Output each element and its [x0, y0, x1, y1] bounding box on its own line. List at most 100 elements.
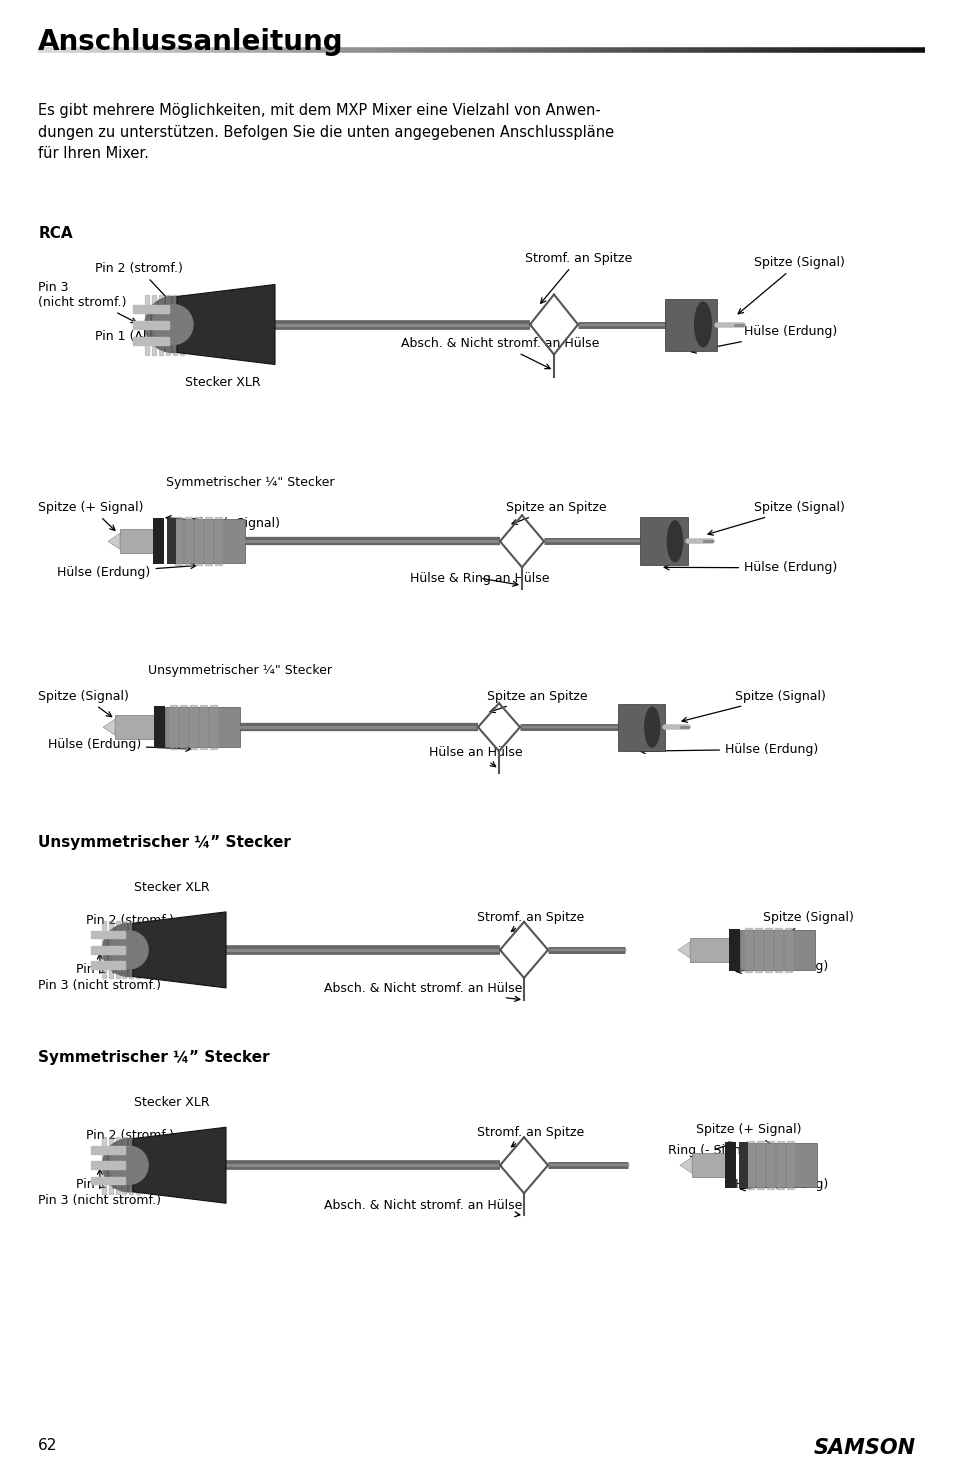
- Polygon shape: [103, 720, 115, 735]
- Text: Symmetrischer ¼” Stecker: Symmetrischer ¼” Stecker: [38, 1050, 270, 1065]
- Circle shape: [152, 304, 193, 345]
- Text: Unsymmetrischer ¼” Stecker: Unsymmetrischer ¼” Stecker: [38, 835, 291, 850]
- Text: Pin 2 (stromf.): Pin 2 (stromf.): [95, 263, 183, 304]
- Text: Symmetrischer ¼" Stecker: Symmetrischer ¼" Stecker: [166, 476, 334, 490]
- Text: Ring (- Signal): Ring (- Signal): [166, 516, 279, 530]
- Bar: [689, 938, 731, 962]
- Bar: [205, 518, 212, 565]
- Bar: [129, 922, 132, 978]
- Bar: [132, 304, 169, 313]
- Bar: [740, 929, 814, 971]
- Ellipse shape: [666, 521, 682, 562]
- Bar: [135, 922, 139, 978]
- Text: Absch. & Nicht stromf. an Hülse: Absch. & Nicht stromf. an Hülse: [324, 1199, 522, 1217]
- Circle shape: [102, 1139, 155, 1192]
- Bar: [170, 705, 177, 749]
- Bar: [746, 1142, 753, 1189]
- Bar: [194, 518, 202, 565]
- Text: Hülse (Erdung): Hülse (Erdung): [48, 739, 191, 751]
- Text: Pin 1 (Absch.): Pin 1 (Absch.): [76, 1179, 162, 1190]
- Bar: [724, 1142, 735, 1189]
- Bar: [115, 715, 157, 739]
- Bar: [664, 298, 717, 351]
- Bar: [185, 518, 192, 565]
- Polygon shape: [132, 1127, 226, 1204]
- Text: Absch. & Nicht stromf. an Hülse: Absch. & Nicht stromf. an Hülse: [400, 338, 598, 369]
- Bar: [91, 931, 125, 938]
- Polygon shape: [132, 912, 226, 988]
- Text: Stecker XLR: Stecker XLR: [185, 376, 260, 389]
- Polygon shape: [679, 1158, 691, 1173]
- Bar: [639, 518, 687, 565]
- Text: Spitze (Signal): Spitze (Signal): [707, 502, 843, 535]
- Text: Spitze an Spitze: Spitze an Spitze: [486, 690, 586, 712]
- Bar: [728, 929, 740, 971]
- Bar: [132, 320, 169, 329]
- Text: Stromf. an Spitze: Stromf. an Spitze: [524, 252, 631, 304]
- Bar: [109, 922, 112, 978]
- Text: RCA: RCA: [38, 226, 72, 240]
- Bar: [190, 705, 196, 749]
- Bar: [91, 1177, 125, 1184]
- Bar: [180, 295, 184, 354]
- Text: Pin 1 (Absch.): Pin 1 (Absch.): [76, 963, 162, 975]
- Bar: [739, 1142, 747, 1189]
- Bar: [102, 922, 106, 978]
- Bar: [91, 1146, 125, 1153]
- Bar: [774, 928, 781, 972]
- Bar: [109, 1137, 112, 1193]
- Bar: [152, 295, 156, 354]
- Text: Hülse an Hülse: Hülse an Hülse: [429, 746, 522, 767]
- Bar: [786, 1142, 793, 1189]
- Bar: [120, 530, 153, 553]
- Text: Spitze (Signal): Spitze (Signal): [738, 257, 843, 314]
- Text: Hülse (Erdung): Hülse (Erdung): [639, 743, 818, 755]
- Text: 62: 62: [38, 1438, 57, 1453]
- Bar: [102, 1137, 106, 1193]
- Bar: [166, 295, 170, 354]
- Bar: [115, 1137, 119, 1193]
- Text: Spitze an Spitze: Spitze an Spitze: [505, 502, 605, 525]
- Bar: [115, 922, 119, 978]
- Bar: [152, 518, 164, 565]
- Ellipse shape: [643, 707, 659, 748]
- Text: Absch. & Nicht stromf. an Hülse: Absch. & Nicht stromf. an Hülse: [324, 982, 522, 1002]
- Text: Spitze (+ Signal): Spitze (+ Signal): [38, 502, 144, 531]
- Bar: [132, 336, 169, 345]
- Bar: [744, 928, 751, 972]
- Bar: [754, 928, 761, 972]
- Bar: [764, 928, 771, 972]
- Text: Stecker XLR: Stecker XLR: [134, 881, 210, 894]
- Bar: [91, 945, 125, 954]
- Text: Spitze (Signal): Spitze (Signal): [681, 690, 824, 723]
- Bar: [618, 704, 664, 751]
- Bar: [741, 1143, 816, 1187]
- Text: Hülse (Erdung): Hülse (Erdung): [57, 563, 195, 578]
- Bar: [776, 1142, 783, 1189]
- Text: SAMSON: SAMSON: [813, 1438, 915, 1459]
- Text: Ring (- Signal): Ring (- Signal): [667, 1142, 756, 1156]
- Bar: [757, 1142, 763, 1189]
- Bar: [122, 1137, 126, 1193]
- Bar: [766, 1142, 773, 1189]
- Text: Pin 1 (Absch.): Pin 1 (Absch.): [95, 330, 181, 344]
- Bar: [167, 518, 175, 565]
- Polygon shape: [678, 943, 689, 957]
- Text: Stecker XLR: Stecker XLR: [134, 1096, 210, 1109]
- Bar: [691, 1153, 725, 1177]
- Polygon shape: [108, 534, 120, 549]
- Polygon shape: [177, 285, 274, 364]
- Bar: [129, 1137, 132, 1193]
- Text: Pin 3 (nicht stromf.): Pin 3 (nicht stromf.): [38, 1170, 161, 1207]
- Text: Stromf. an Spitze: Stromf. an Spitze: [476, 1127, 583, 1146]
- Bar: [91, 1161, 125, 1170]
- Text: Hülse & Ring an Hülse: Hülse & Ring an Hülse: [410, 572, 549, 586]
- Text: Es gibt mehrere Möglichkeiten, mit dem MXP Mixer eine Vielzahl von Anwen-
dungen: Es gibt mehrere Möglichkeiten, mit dem M…: [38, 103, 614, 161]
- Text: Hülse (Erdung): Hülse (Erdung): [663, 562, 837, 574]
- Bar: [122, 922, 126, 978]
- Bar: [210, 705, 216, 749]
- Bar: [135, 1137, 139, 1193]
- Bar: [172, 295, 177, 354]
- Bar: [145, 295, 149, 354]
- Text: Hülse (Erdung): Hülse (Erdung): [734, 960, 827, 974]
